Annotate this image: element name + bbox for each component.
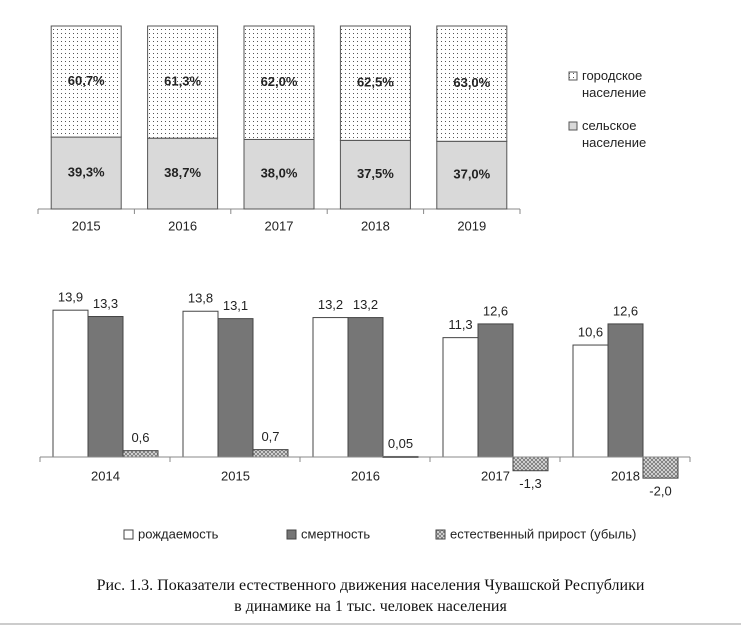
- bar-segment: [147, 137, 219, 210]
- value-label: 0,05: [388, 436, 413, 451]
- value-label: 37,0%: [453, 167, 490, 182]
- value-label: 12,6: [483, 303, 508, 318]
- bar: [477, 323, 514, 458]
- value-label: 63,0%: [453, 75, 490, 90]
- value-label: 11,3: [448, 317, 472, 332]
- value-label: 38,0%: [261, 166, 298, 181]
- legend-label: сельское население: [582, 118, 647, 150]
- value-label: 37,5%: [357, 166, 394, 181]
- bar-segment: [50, 136, 122, 210]
- bar: [217, 318, 254, 458]
- legend-label: смертность: [301, 526, 370, 541]
- value-label: 60,7%: [68, 73, 105, 88]
- value-label: 13,3: [93, 296, 118, 311]
- value-label: 0,6: [131, 430, 149, 445]
- bar: [182, 310, 219, 458]
- value-label: 10,6: [578, 324, 603, 339]
- caption: в динамике на 1 тыс. человек населения: [234, 598, 507, 615]
- value-label: 61,3%: [164, 74, 201, 89]
- bar-segment: [339, 139, 411, 210]
- bar-segment: [50, 25, 122, 138]
- bar: [607, 323, 644, 458]
- bar: [252, 449, 289, 458]
- x-tick-label: 2017: [265, 218, 294, 233]
- x-tick-label: 2018: [361, 218, 390, 233]
- value-label: 62,5%: [357, 75, 394, 90]
- bar-segment: [147, 25, 219, 139]
- value-label: 0,7: [261, 429, 279, 444]
- value-label: 38,7%: [164, 165, 201, 180]
- bar: [442, 337, 479, 458]
- value-label: 13,2: [318, 297, 343, 312]
- bar: [347, 317, 384, 458]
- x-tick-label: 2015: [221, 468, 250, 483]
- bar: [312, 317, 349, 458]
- legend-swatch: [123, 529, 134, 540]
- caption: Рис. 1.3. Показатели естественного движе…: [96, 577, 645, 594]
- value-label: -2,0: [649, 484, 671, 499]
- bar: [512, 456, 549, 472]
- bar: [122, 450, 159, 458]
- x-tick-label: 2014: [91, 468, 120, 483]
- value-label: 13,1: [223, 298, 248, 313]
- legend-label: рождаемость: [138, 526, 219, 541]
- x-tick-label: 2018: [611, 468, 640, 483]
- value-label: 39,3%: [68, 164, 105, 179]
- x-tick-label: 2016: [168, 218, 197, 233]
- value-label: 13,8: [188, 291, 213, 306]
- value-label: 12,6: [613, 303, 638, 318]
- bar-segment: [339, 25, 411, 141]
- legend-label: городское население: [582, 68, 647, 100]
- x-tick-label: 2019: [457, 218, 486, 233]
- legend-swatch: [568, 121, 578, 131]
- bar-segment: [436, 140, 508, 210]
- value-label: 13,2: [353, 297, 378, 312]
- x-tick-label: 2015: [72, 218, 101, 233]
- x-tick-label: 2017: [481, 468, 510, 483]
- bar-segment: [436, 25, 508, 142]
- bar: [52, 309, 89, 458]
- value-label: 62,0%: [261, 74, 298, 89]
- bar-segment: [243, 25, 315, 140]
- bar: [642, 456, 679, 479]
- x-tick-label: 2016: [351, 468, 380, 483]
- legend-swatch: [435, 529, 446, 540]
- value-label: 13,9: [58, 290, 83, 305]
- legend-swatch: [568, 71, 578, 81]
- bar: [87, 316, 124, 458]
- legend-swatch: [286, 529, 297, 540]
- bar: [572, 344, 609, 458]
- value-label: -1,3: [519, 476, 541, 491]
- legend-label: естественный прирост (убыль): [450, 526, 636, 541]
